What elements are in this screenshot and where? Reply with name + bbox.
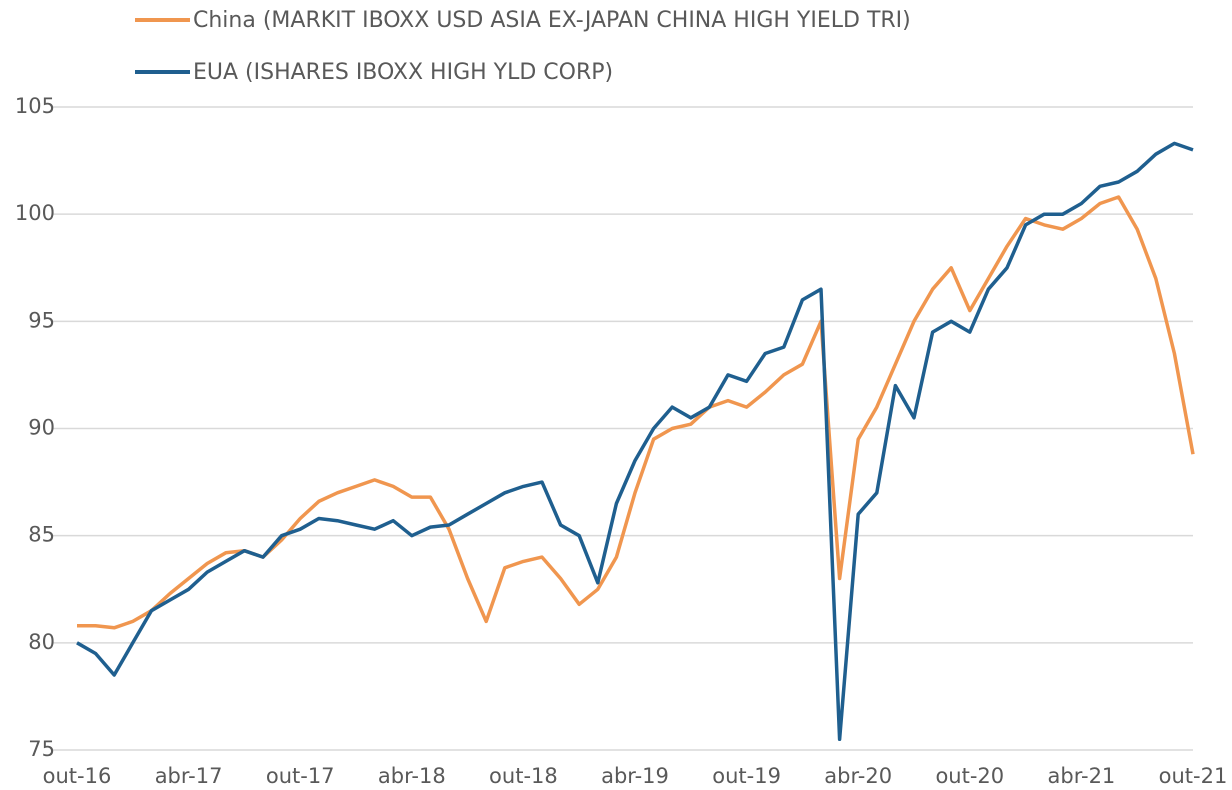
x-tick-label: abr-21: [1048, 764, 1116, 788]
x-tick-label: out-16: [43, 764, 112, 788]
y-tick-label: 90: [28, 416, 55, 440]
legend-label: China (MARKIT IBOXX USD ASIA EX-JAPAN CH…: [193, 8, 911, 33]
y-tick-label: 75: [28, 737, 55, 761]
x-tick-label: out-21: [1159, 764, 1228, 788]
x-tick-label: abr-20: [824, 764, 892, 788]
series-line: [77, 195, 1195, 630]
y-tick-label: 85: [28, 523, 55, 547]
series-line: [76, 141, 1194, 742]
y-tick-label: 80: [28, 630, 55, 654]
x-tick-label: abr-17: [155, 764, 223, 788]
legend-label: EUA (ISHARES IBOXX HIGH YLD CORP): [193, 60, 613, 85]
x-tick-label: abr-18: [378, 764, 446, 788]
x-tick-label: out-18: [489, 764, 558, 788]
y-tick-label: 100: [15, 201, 55, 225]
x-tick-label: out-17: [266, 764, 335, 788]
x-tick-label: out-20: [935, 764, 1004, 788]
x-tick-label: abr-19: [601, 764, 669, 788]
x-tick-label: out-19: [712, 764, 781, 788]
y-tick-label: 105: [15, 94, 55, 118]
y-tick-label: 95: [28, 308, 55, 332]
